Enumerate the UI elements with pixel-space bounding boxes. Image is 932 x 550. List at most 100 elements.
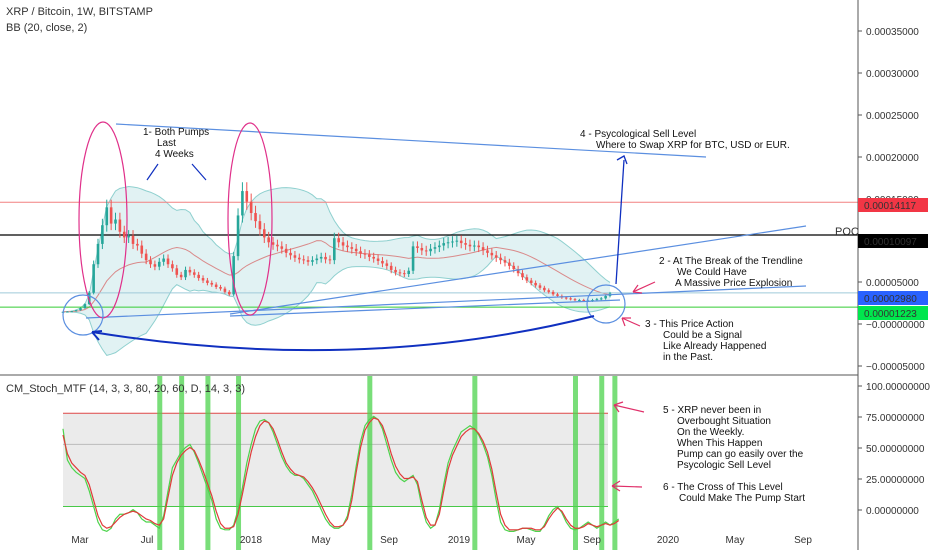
x-tick-label: 2020	[657, 535, 680, 546]
candle-body	[516, 269, 520, 274]
candle-body	[302, 259, 305, 261]
candle-body	[122, 231, 126, 238]
candle-body	[127, 235, 130, 238]
candle-body	[543, 287, 546, 291]
candle-body	[131, 235, 135, 244]
price-label-badge	[858, 234, 928, 248]
candle-body	[140, 245, 144, 254]
stoch-cross-bar	[612, 376, 618, 550]
price-label-text: 0.00010097	[864, 237, 917, 248]
candle-body	[420, 247, 424, 251]
candle-body	[438, 245, 441, 248]
oscillator-band-layer	[63, 412, 608, 507]
annotation-a1-line: 4 Weeks	[155, 149, 194, 160]
price-tick-label: 0.00025000	[866, 111, 919, 122]
candle-body	[83, 304, 87, 309]
candle-body	[96, 243, 100, 265]
candle-body	[591, 300, 594, 302]
candle-body	[407, 270, 411, 274]
price-tick-label: 0.00005000	[866, 278, 919, 289]
candle-body	[494, 255, 498, 258]
candle-body	[459, 240, 463, 244]
candle-body	[276, 244, 279, 247]
stoch-tick-label: 75.00000000	[866, 413, 925, 424]
candle-body	[556, 294, 559, 296]
chart-title: XRP / Bitcoin, 1W, BITSTAMP	[6, 6, 153, 18]
annotation-a6-line: Could Make The Pump Start	[679, 493, 805, 504]
candle-body	[144, 253, 148, 261]
stoch-cross-bar	[179, 376, 185, 550]
price-tick-label: 0.00030000	[866, 69, 919, 80]
annotation-a3-line: Could be a Signal	[663, 330, 742, 341]
candle-body	[508, 262, 511, 266]
candle-body	[486, 250, 489, 253]
candle-body	[573, 299, 577, 301]
candle-body	[381, 260, 384, 264]
stoch-cross-bar	[572, 376, 578, 550]
bollinger-band-fill	[63, 186, 610, 356]
x-tick-label: Sep	[794, 535, 812, 546]
blue-arrow-head	[91, 330, 103, 341]
candle-body	[354, 248, 358, 252]
candle-body	[363, 253, 367, 255]
x-tick-label: 2018	[240, 535, 263, 546]
descending-trendline	[115, 123, 707, 158]
candle-body	[149, 260, 152, 265]
candle-body	[157, 261, 161, 267]
candle-body	[171, 264, 174, 269]
price-tick-label: −0.00000000	[866, 320, 925, 331]
candle-body	[284, 248, 288, 253]
stoch-tick-label: 0.00000000	[866, 506, 919, 517]
annotation-a4-line: 4 - Psycological Sell Level	[580, 129, 696, 140]
annotation-a3-line: in the Past.	[663, 352, 713, 363]
stoch-band	[63, 413, 608, 507]
candle-body	[219, 287, 222, 289]
candle-body	[477, 245, 481, 248]
x-tick-label: May	[312, 535, 331, 546]
annotation-a5-line: When This Happen	[677, 438, 762, 449]
candle-body	[424, 250, 428, 252]
candle-body	[473, 245, 476, 247]
bollinger-upper-line	[62, 186, 611, 313]
annotation-a5-line: 5 - XRP never been in	[663, 405, 761, 416]
price-tick-label: −0.00005000	[866, 362, 925, 373]
candle-body	[503, 260, 507, 263]
stoch-cross-bar	[367, 376, 373, 550]
candle-body	[87, 292, 91, 305]
candle-body	[298, 257, 301, 260]
price-label-text: 0.00002980	[864, 294, 917, 305]
oscillator-lines-layer	[62, 415, 620, 533]
candle-body	[162, 258, 165, 262]
circle-right	[586, 284, 626, 324]
indicator-label: BB (20, close, 2)	[6, 22, 87, 34]
candle-body	[534, 282, 537, 286]
candle-body	[227, 291, 231, 295]
candle-body	[236, 215, 240, 257]
stoch-cross-bar	[157, 376, 163, 550]
candle-body	[398, 272, 402, 274]
oscillator-title: CM_Stoch_MTF (14, 3, 3, 80, 20, 60, D, 1…	[6, 383, 245, 395]
candle-body	[175, 268, 179, 275]
stoch-d-line	[62, 417, 620, 531]
stoch-cross-bar	[205, 376, 211, 550]
candle-body	[136, 243, 139, 246]
stoch-cross-bar	[472, 376, 478, 550]
candle-body	[114, 219, 117, 224]
candle-body	[254, 213, 257, 222]
candle-body	[512, 265, 516, 270]
candle-body	[262, 229, 266, 238]
stoch-cross-bar	[599, 376, 605, 550]
candle-body	[564, 297, 568, 299]
pink-arrow-5	[613, 401, 645, 413]
candle-body	[315, 258, 319, 261]
circle-left	[62, 294, 104, 336]
candle-body	[529, 280, 533, 283]
candle-body	[241, 191, 244, 216]
price-label-text: 0.00014117	[864, 201, 917, 212]
x-tick-label: May	[517, 535, 536, 546]
annotations-layer: XRP / Bitcoin, 1W, BITSTAMP BB (20, close…	[6, 6, 805, 504]
candle-body	[306, 260, 310, 262]
candle-body	[442, 243, 446, 246]
candle-body	[201, 278, 205, 281]
